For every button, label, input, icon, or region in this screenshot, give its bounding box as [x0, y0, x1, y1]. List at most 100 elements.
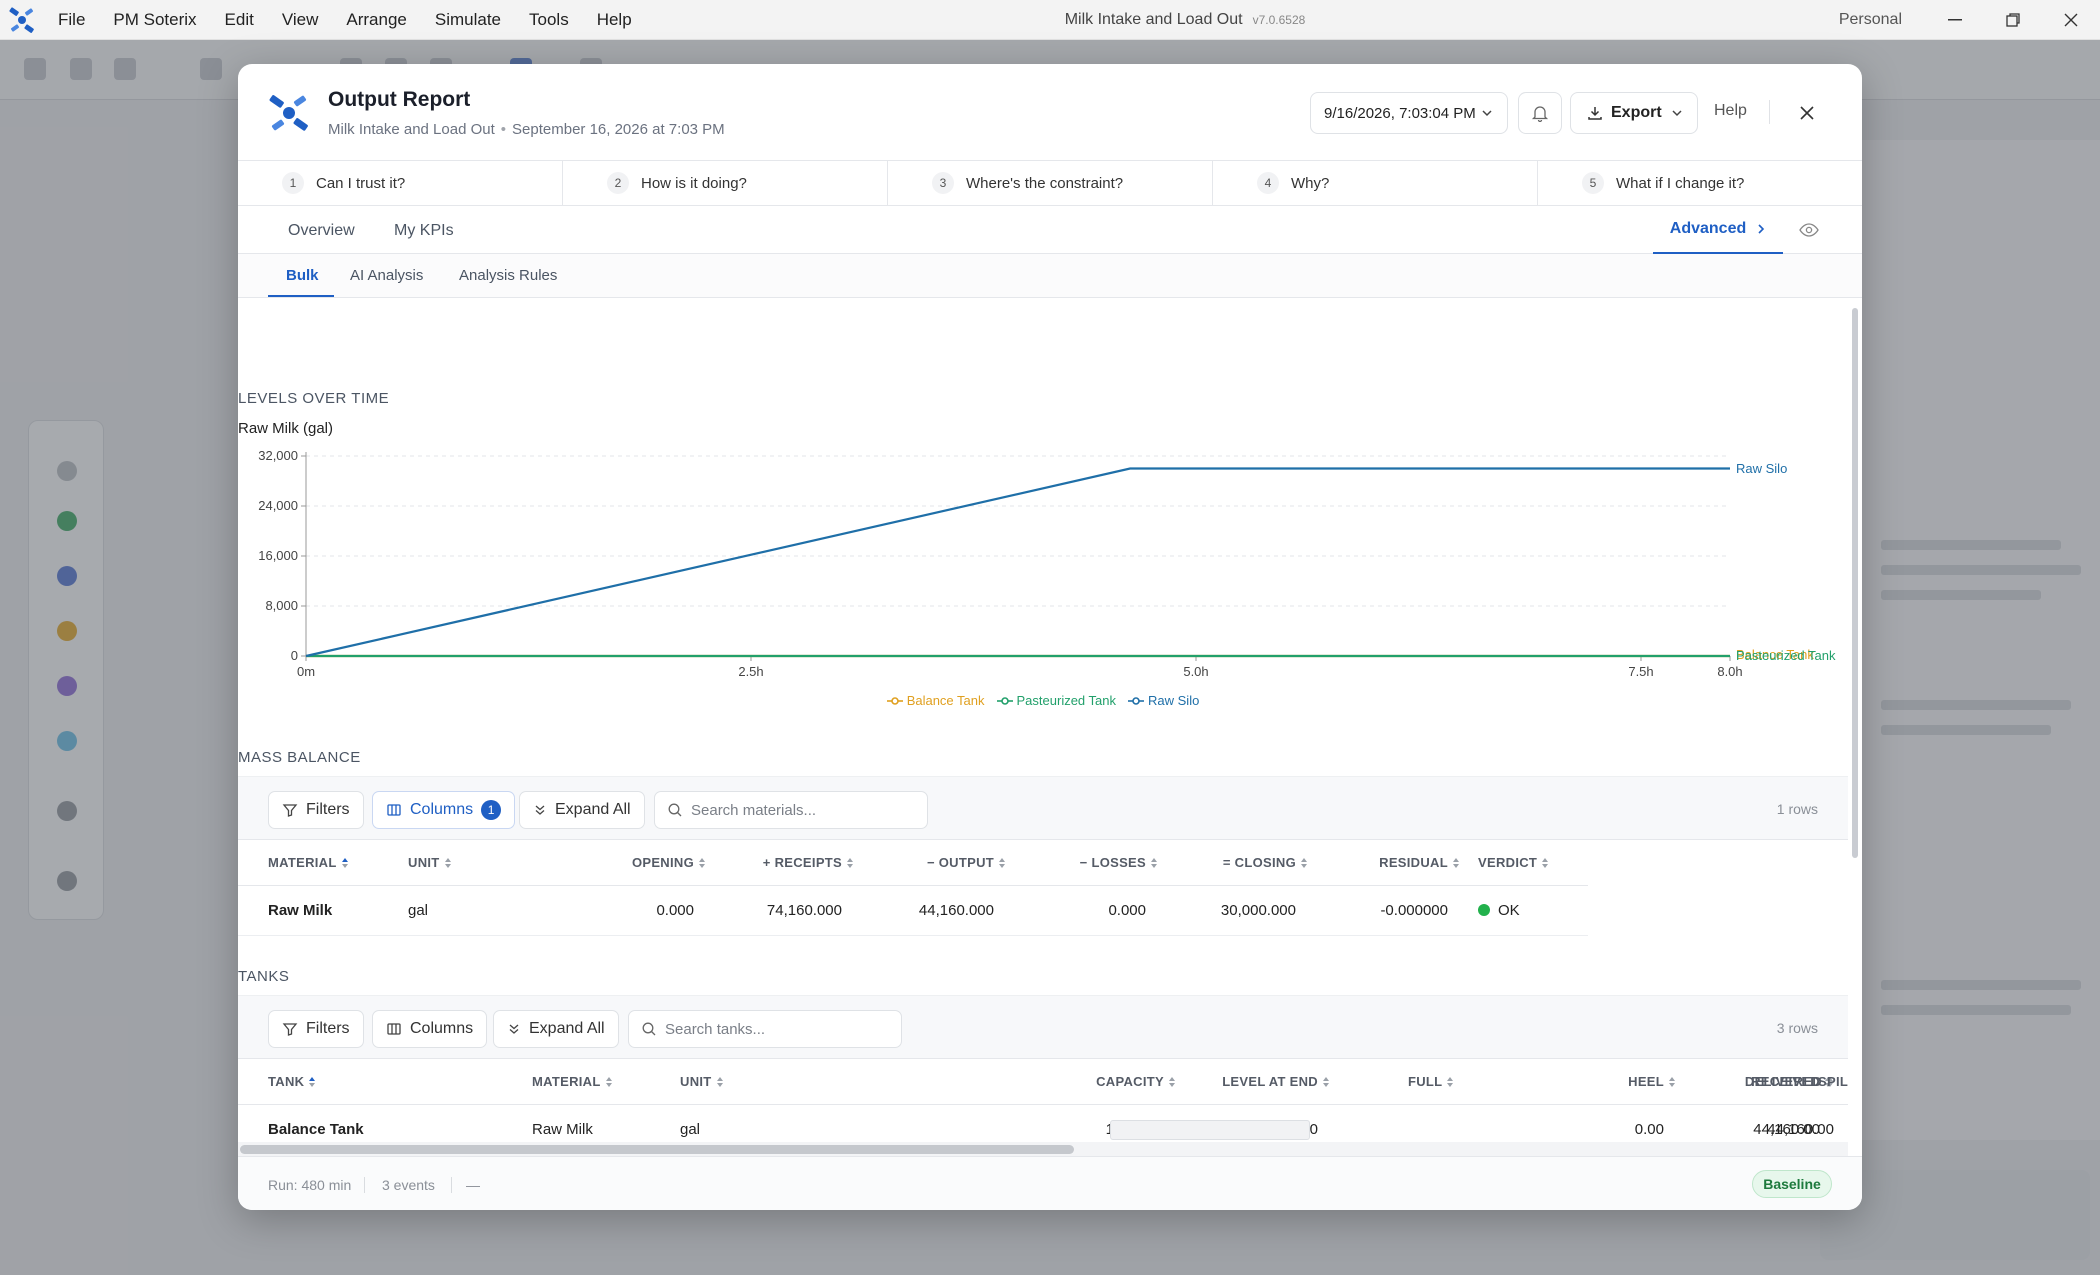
double-chevron-down-icon	[535, 805, 545, 815]
menu-help[interactable]: Help	[596, 9, 632, 29]
chart-legend: Balance Tank Pasteurized Tank Raw Silo	[238, 693, 1848, 708]
series-end-label: Balance Tank	[1736, 647, 1814, 662]
sort-icon	[1542, 857, 1549, 868]
legend-label: Pasteurized Tank	[1016, 693, 1117, 708]
close-window-icon[interactable]	[2042, 0, 2100, 40]
column-header[interactable]: SPILL	[1818, 1074, 1848, 1089]
legend-item[interactable]: Balance Tank	[886, 693, 985, 708]
step-label: Can I trust it?	[316, 174, 406, 192]
chevron-right-icon	[1758, 224, 1765, 234]
y-tick-label: 0	[290, 648, 298, 663]
y-tick-label: 16,000	[258, 548, 298, 563]
horizontal-scrollbar[interactable]	[238, 1142, 1848, 1156]
menu-simulate[interactable]: Simulate	[434, 9, 502, 29]
notifications-button[interactable]	[1518, 92, 1562, 134]
step-2[interactable]: 2 How is it doing?	[563, 161, 888, 205]
step-1[interactable]: 1 Can I trust it?	[238, 161, 563, 205]
subtab-ai-analysis[interactable]: AI Analysis	[350, 267, 424, 284]
export-button[interactable]: Export	[1570, 92, 1698, 134]
column-header[interactable]: CAPACITY	[1046, 1074, 1176, 1089]
subtab-analysis-rules[interactable]: Analysis Rules	[459, 267, 558, 284]
tanks-rows-count: 3 rows	[1776, 1020, 1818, 1036]
column-header[interactable]: MATERIAL	[268, 855, 368, 870]
step-4[interactable]: 4 Why?	[1213, 161, 1538, 205]
chevron-down-icon	[1482, 110, 1492, 117]
step-label: What if I change it?	[1616, 174, 1745, 192]
menu-tools[interactable]: Tools	[529, 9, 569, 29]
menu-view[interactable]: View	[281, 9, 319, 29]
sort-icon	[1669, 1076, 1675, 1087]
tab-advanced[interactable]: Advanced	[1653, 206, 1783, 254]
tanks-columns-button[interactable]: Columns	[372, 1010, 488, 1048]
mass-balance-expand-all-button[interactable]: Expand All	[519, 791, 645, 829]
legend-item[interactable]: Raw Silo	[1128, 693, 1199, 708]
scenario-badge[interactable]: Baseline	[1752, 1170, 1832, 1198]
column-header[interactable]: − OUTPUT	[858, 855, 1006, 870]
mass-balance-columns-button[interactable]: Columns 1	[372, 791, 516, 829]
column-header[interactable]: MATERIAL	[532, 1074, 613, 1089]
eye-icon[interactable]	[1798, 220, 1820, 240]
step-number: 3	[932, 172, 954, 194]
vertical-scrollbar[interactable]	[1850, 304, 1860, 1140]
report-logo-icon	[266, 90, 312, 136]
search-icon	[642, 1022, 656, 1036]
mass-balance-filters-button[interactable]: Filters	[268, 791, 364, 829]
column-header[interactable]: HEEL	[1564, 1074, 1676, 1089]
column-header[interactable]: − LOSSES	[1008, 855, 1158, 870]
sort-icon	[699, 857, 705, 868]
step-3[interactable]: 3 Where's the constraint?	[888, 161, 1213, 205]
column-header[interactable]: + RECEIPTS	[706, 855, 854, 870]
column-header[interactable]: UNIT	[408, 855, 488, 870]
help-link[interactable]: Help	[1714, 102, 1747, 119]
report-date: September 16, 2026 at 7:03 PM	[512, 121, 725, 138]
double-chevron-down-icon	[509, 1024, 519, 1034]
column-header[interactable]: RESIDUAL	[1318, 855, 1460, 870]
tanks-filters-button[interactable]: Filters	[268, 1010, 364, 1048]
close-icon	[1800, 106, 1814, 120]
column-header[interactable]: OPENING	[578, 855, 706, 870]
tanks-search-input[interactable]	[665, 1020, 885, 1038]
step-5[interactable]: 5 What if I change it?	[1538, 161, 1862, 205]
cell-delivered: 44,160.00	[1767, 1121, 1834, 1138]
cell-closing: 30,000.000	[1220, 902, 1296, 919]
tab-overview[interactable]: Overview	[288, 222, 355, 239]
column-header[interactable]: = CLOSING	[1158, 855, 1308, 870]
tanks-header: TANK MATERIAL UNIT CAPACITY LEVEL AT END FULL…	[238, 1059, 1848, 1105]
report-content: LEVELS OVER TIME Raw Milk (gal) 0 8,000 16…	[238, 298, 1862, 1140]
menu-edit[interactable]: Edit	[224, 9, 254, 29]
restore-icon[interactable]	[1984, 0, 2042, 40]
minimize-icon[interactable]	[1926, 0, 1984, 40]
x-tick-label: 7.5h	[1628, 664, 1654, 679]
tanks-search[interactable]	[628, 1010, 902, 1048]
step-label: Where's the constraint?	[966, 174, 1124, 192]
menu-arrange[interactable]: Arrange	[346, 9, 407, 29]
column-header[interactable]: UNIT	[680, 1074, 724, 1089]
sort-icon	[1453, 857, 1459, 868]
column-header[interactable]: FULL	[1408, 1074, 1454, 1089]
column-header[interactable]: LEVEL AT END	[1184, 1074, 1330, 1089]
column-header[interactable]: DELIVERED	[1745, 1074, 1834, 1089]
subtab-bulk[interactable]: Bulk	[286, 267, 319, 284]
app-logo-icon[interactable]	[0, 0, 44, 40]
cell-received: 44,160.00	[1753, 1121, 1820, 1138]
tab-my-kpis[interactable]: My KPIs	[394, 222, 454, 239]
table-row[interactable]: Raw Milk gal 0.000 74,160.000 44,160.000 0.00…	[238, 886, 1588, 936]
events-count: 3 events	[382, 1177, 435, 1193]
mass-balance-search[interactable]	[654, 791, 928, 829]
tanks-expand-all-button[interactable]: Expand All	[493, 1010, 619, 1048]
legend-label: Raw Silo	[1148, 693, 1200, 708]
mass-balance-search-input[interactable]	[691, 801, 911, 819]
legend-item[interactable]: Pasteurized Tank	[996, 693, 1117, 708]
sort-icon	[999, 857, 1005, 868]
menu-pm-soterix[interactable]: PM Soterix	[113, 9, 197, 29]
column-header[interactable]: TANK	[268, 1074, 316, 1089]
close-report-button[interactable]	[1792, 98, 1822, 128]
step-number: 1	[282, 172, 304, 194]
account-label[interactable]: Personal	[1838, 11, 1902, 28]
menu-file[interactable]: File	[58, 9, 86, 29]
report-datetime-select[interactable]: 9/16/2026, 7:03:04 PM	[1310, 92, 1508, 134]
column-header[interactable]: VERDICT	[1478, 855, 1598, 870]
status-dot-icon	[1478, 904, 1490, 916]
legend-label: Balance Tank	[906, 693, 985, 708]
